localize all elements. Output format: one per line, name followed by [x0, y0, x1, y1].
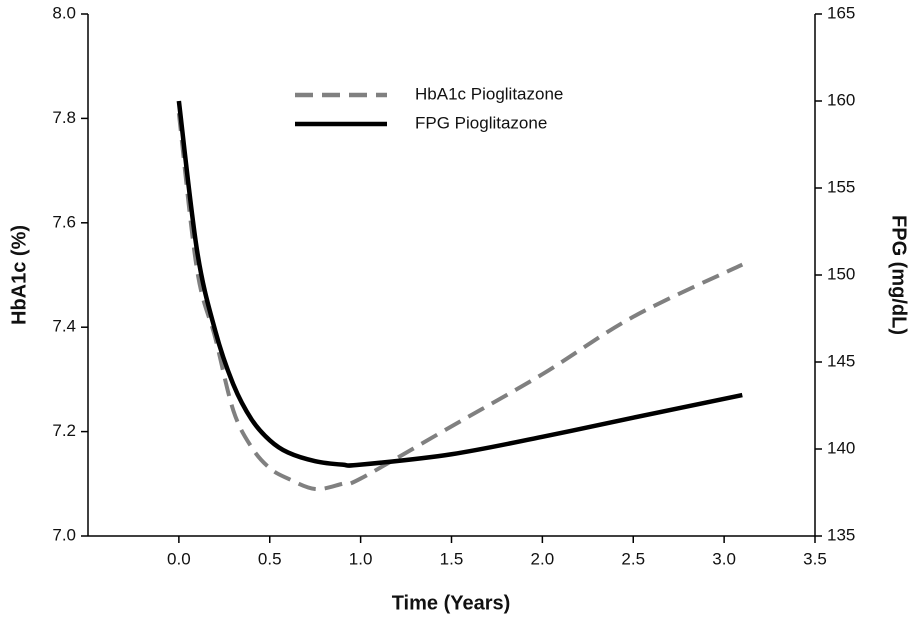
x-tick-label: 2.0: [531, 549, 555, 568]
legend-label: HbA1c Pioglitazone: [415, 84, 563, 103]
y2-axis-title: FPG (mg/dL): [888, 215, 910, 335]
x-tick-label: 3.0: [712, 549, 736, 568]
y2-tick-label: 145: [827, 351, 855, 370]
y-tick-label: 7.0: [52, 525, 76, 544]
y-tick-label: 7.8: [52, 108, 76, 127]
y-axis-title: HbA1c (%): [8, 225, 30, 325]
y-tick-label: 7.6: [52, 212, 76, 231]
x-tick-label: 0.5: [258, 549, 282, 568]
y2-tick-label: 160: [827, 90, 855, 109]
x-tick-label: 1.0: [349, 549, 373, 568]
x-tick-label: 3.5: [803, 549, 827, 568]
y-tick-label: 7.2: [52, 421, 76, 440]
y2-tick-label: 155: [827, 177, 855, 196]
y2-tick-label: 165: [827, 3, 855, 22]
x-axis-title: Time (Years): [392, 592, 511, 614]
y2-tick-label: 140: [827, 438, 855, 457]
y2-tick-label: 135: [827, 525, 855, 544]
x-tick-label: 1.5: [440, 549, 464, 568]
legend-label: FPG Pioglitazone: [415, 113, 547, 132]
x-tick-label: 0.0: [167, 549, 191, 568]
y2-tick-label: 150: [827, 264, 855, 283]
y-tick-label: 7.4: [52, 317, 76, 336]
y-tick-label: 8.0: [52, 3, 76, 22]
x-tick-label: 2.5: [621, 549, 645, 568]
series-line: [176, 100, 743, 468]
